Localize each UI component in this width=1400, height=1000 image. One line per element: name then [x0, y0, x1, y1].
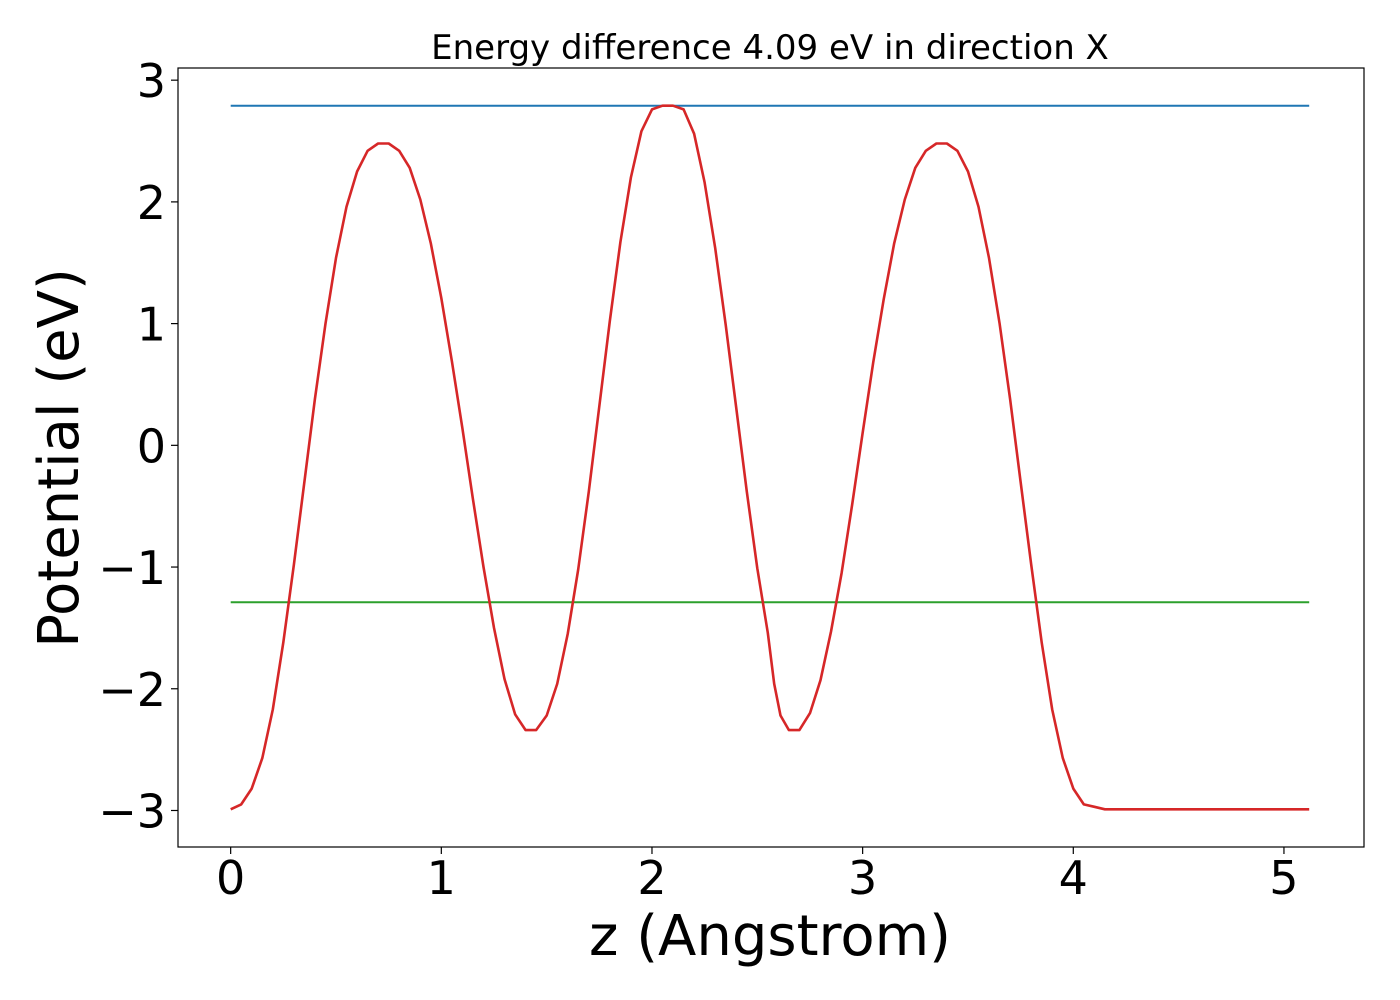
series-layer	[230, 104, 1310, 811]
x-tick-label: 2	[637, 851, 666, 905]
x-axis-ticks: 0 1 2 3 4 5	[216, 847, 1299, 905]
series-line-2	[230, 104, 1310, 811]
y-tick-label: −3	[98, 784, 166, 838]
y-tick-label: 2	[137, 176, 166, 230]
y-axis-ticks: −3 −2 −1 0 1 2 3	[98, 54, 178, 838]
y-tick-label: −2	[98, 663, 166, 717]
y-tick-label: 1	[137, 298, 166, 352]
x-axis-label: z (Angstrom)	[589, 904, 951, 969]
chart-title: Energy difference 4.09 eV in direction X	[431, 28, 1109, 68]
x-tick-label: 5	[1269, 851, 1298, 905]
y-tick-label: 0	[137, 419, 166, 473]
y-tick-label: −1	[98, 541, 166, 595]
plot-area-frame	[177, 67, 1365, 848]
x-tick-label: 1	[427, 851, 456, 905]
y-axis-label: Potential (eV)	[27, 268, 92, 648]
x-tick-label: 0	[216, 851, 245, 905]
x-tick-label: 4	[1059, 851, 1088, 905]
x-tick-label: 3	[848, 851, 877, 905]
y-tick-label: 3	[137, 54, 166, 108]
